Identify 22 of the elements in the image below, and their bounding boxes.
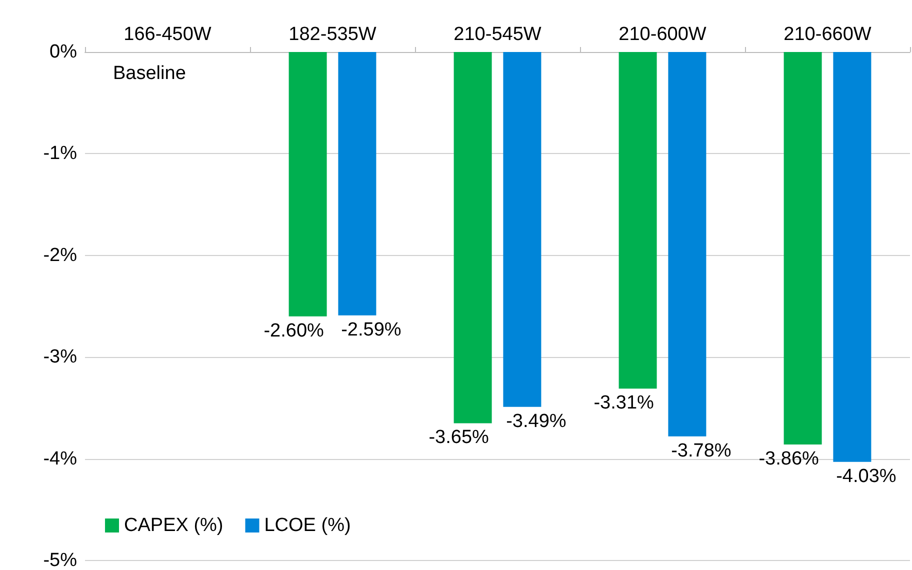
data-label: -3.78% <box>671 440 732 462</box>
legend-label: CAPEX (%) <box>124 515 224 536</box>
data-label: -2.60% <box>264 320 324 342</box>
x-tick-label: 210-545W <box>454 24 542 45</box>
x-tick-label: 166-450W <box>124 24 212 45</box>
x-tick-label: 210-660W <box>784 24 872 45</box>
y-tick-label: -2% <box>43 244 78 266</box>
data-label: -3.49% <box>506 410 566 432</box>
y-tick-label: -3% <box>43 346 78 368</box>
annotation: Baseline <box>113 63 186 84</box>
x-tick-label: 182-535W <box>288 24 376 45</box>
x-tick-label: 210-600W <box>618 24 706 45</box>
data-label: -4.03% <box>836 466 896 487</box>
data-label: -2.59% <box>341 319 402 340</box>
y-tick-label: 0% <box>50 42 78 62</box>
y-tick-label: -5% <box>43 550 78 570</box>
y-tick-label: -4% <box>43 448 78 470</box>
y-tick-label: -1% <box>43 143 78 164</box>
data-label: -3.31% <box>594 392 654 414</box>
data-label: -3.65% <box>428 427 490 448</box>
legend-label: LCOE (%) <box>264 515 351 536</box>
data-label: -3.86% <box>758 448 820 470</box>
